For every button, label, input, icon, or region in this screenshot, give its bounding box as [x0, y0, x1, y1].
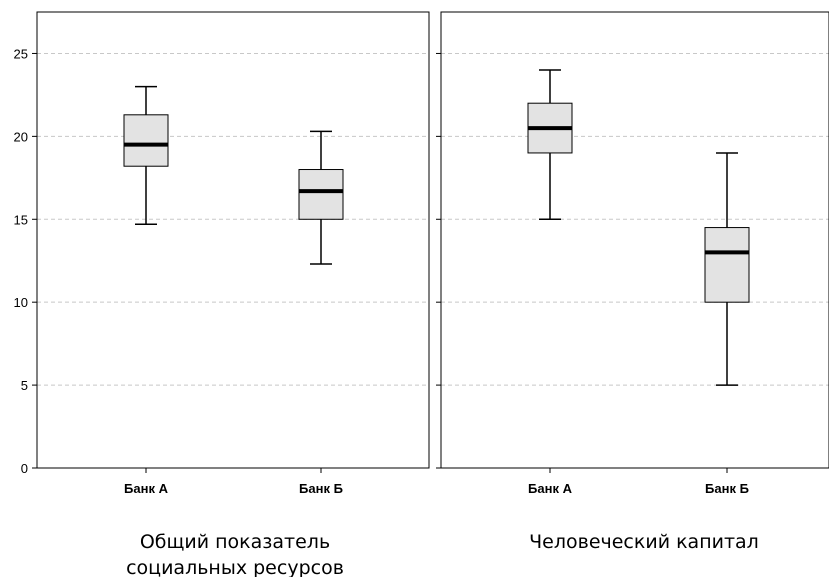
x-category-label: Банк Б — [705, 481, 749, 496]
y-tick-label: 10 — [14, 295, 28, 310]
box-bank-a — [123, 85, 169, 225]
y-tick-label: 15 — [14, 212, 28, 227]
plot-frame — [440, 11, 829, 469]
x-category-label: Банк Б — [299, 481, 343, 496]
panel-total-social-resources: 0 5 10 15 20 25 Банк А Банк Б Общий показатель со… — [14, 11, 430, 577]
panel-title: социальных ресурсов — [126, 557, 344, 577]
box-bank-b — [704, 152, 750, 386]
panel-human-capital: Банк А Банк Б Человеческий капитал — [436, 11, 829, 553]
box-bank-b — [298, 130, 344, 265]
iqr-box — [704, 227, 750, 303]
panel-title: Общий показатель — [140, 531, 330, 553]
y-tick-label: 5 — [21, 378, 28, 393]
iqr-box — [298, 169, 344, 220]
x-category-label: Банк А — [528, 481, 573, 496]
y-tick-label: 0 — [21, 461, 28, 476]
y-tick-label: 20 — [14, 129, 28, 144]
plot-frame — [36, 11, 430, 469]
panel-title: Человеческий капитал — [529, 531, 759, 553]
box-bank-a — [527, 69, 573, 221]
y-tick-label: 25 — [14, 46, 28, 61]
iqr-box — [123, 114, 169, 167]
x-category-label: Банк А — [124, 481, 169, 496]
